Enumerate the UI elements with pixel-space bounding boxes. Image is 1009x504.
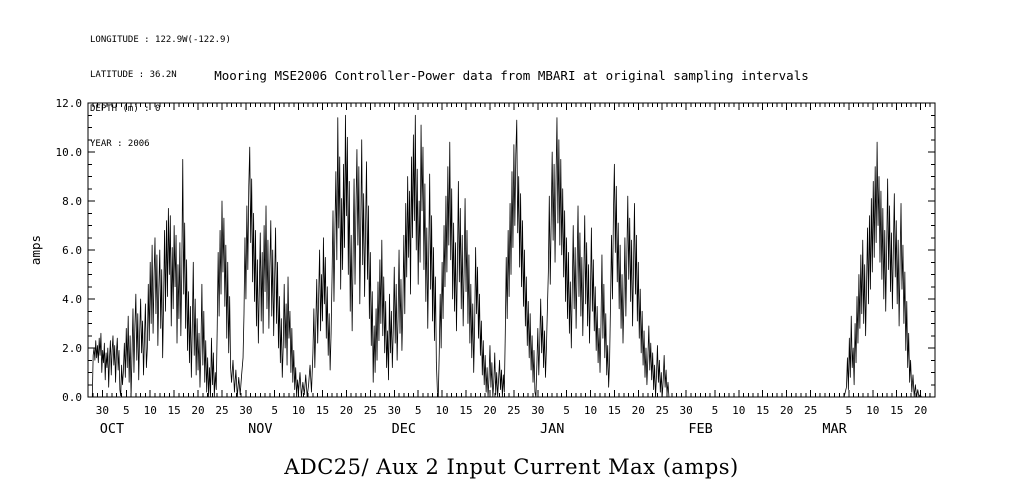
month-label: FEB <box>688 421 712 437</box>
month-label: NOV <box>248 421 272 437</box>
x-tick-label: 20 <box>632 404 645 417</box>
x-tick-label: 5 <box>846 404 853 417</box>
x-tick-label: 25 <box>656 404 669 417</box>
x-tick-label: 20 <box>340 404 353 417</box>
y-tick-label: 8.0 <box>62 195 82 208</box>
x-tick-label: 15 <box>756 404 769 417</box>
y-axis-title: amps <box>28 235 43 265</box>
x-tick-label: 5 <box>271 404 278 417</box>
y-tick-label: 2.0 <box>62 342 82 355</box>
axis-labels: 0.0 2.0 4.0 6.0 8.0 10.0 12.0 30 5 10 15 20 25 30 5 10 1… <box>28 97 927 437</box>
month-label: JAN <box>540 421 564 437</box>
metadata-depth: DEPTH (m) : 0 <box>90 104 161 114</box>
x-tick-label: 25 <box>364 404 377 417</box>
month-label: DEC <box>392 421 416 437</box>
data-line <box>91 114 922 398</box>
chart-caption: ADC25/ Aux 2 Input Current Max (amps) <box>284 455 739 479</box>
x-tick-label: 15 <box>890 404 903 417</box>
x-tick-label: 10 <box>584 404 597 417</box>
metadata-longitude: LONGITUDE : 122.9W(-122.9) <box>90 35 231 45</box>
x-tick-label: 25 <box>215 404 228 417</box>
y-tick-label: 12.0 <box>56 97 83 110</box>
x-tick-label: 10 <box>292 404 305 417</box>
x-tick-label: 20 <box>914 404 927 417</box>
x-tick-label: 15 <box>168 404 181 417</box>
x-tick-label: 10 <box>866 404 879 417</box>
y-tick-label: 6.0 <box>62 244 82 257</box>
x-tick-label: 20 <box>483 404 496 417</box>
x-tick-label: 10 <box>435 404 448 417</box>
x-tick-label: 25 <box>507 404 520 417</box>
x-tick-label: 15 <box>459 404 472 417</box>
y-tick-label: 0.0 <box>62 391 82 404</box>
x-tick-label: 30 <box>239 404 252 417</box>
x-tick-label: 15 <box>608 404 621 417</box>
x-tick-label: 30 <box>680 404 693 417</box>
x-tick-label: 30 <box>531 404 544 417</box>
x-tick-label: 15 <box>316 404 329 417</box>
month-label: OCT <box>100 421 124 437</box>
metadata-latitude: LATITUDE : 36.2N <box>90 69 177 80</box>
x-tick-label: 5 <box>123 404 130 417</box>
axis-ticks <box>88 102 935 398</box>
x-tick-label: 10 <box>732 404 745 417</box>
y-tick-label: 10.0 <box>56 146 83 159</box>
x-tick-label: 25 <box>804 404 817 417</box>
x-tick-label: 5 <box>563 404 570 417</box>
x-tick-label: 5 <box>415 404 422 417</box>
x-tick-label: 5 <box>712 404 719 417</box>
x-tick-label: 30 <box>388 404 401 417</box>
x-tick-label: 20 <box>191 404 204 417</box>
month-label: MAR <box>822 421 847 437</box>
y-tick-label: 4.0 <box>62 293 82 306</box>
x-tick-label: 20 <box>780 404 793 417</box>
location-metadata: LONGITUDE : 122.9W(-122.9) LATITUDE : 36… <box>90 12 231 173</box>
plot-frame <box>87 102 936 398</box>
metadata-year: YEAR : 2006 <box>90 138 150 149</box>
chart-title: Mooring MSE2006 Controller-Power data fr… <box>214 68 809 83</box>
x-tick-label: 10 <box>144 404 157 417</box>
x-tick-label: 30 <box>96 404 109 417</box>
